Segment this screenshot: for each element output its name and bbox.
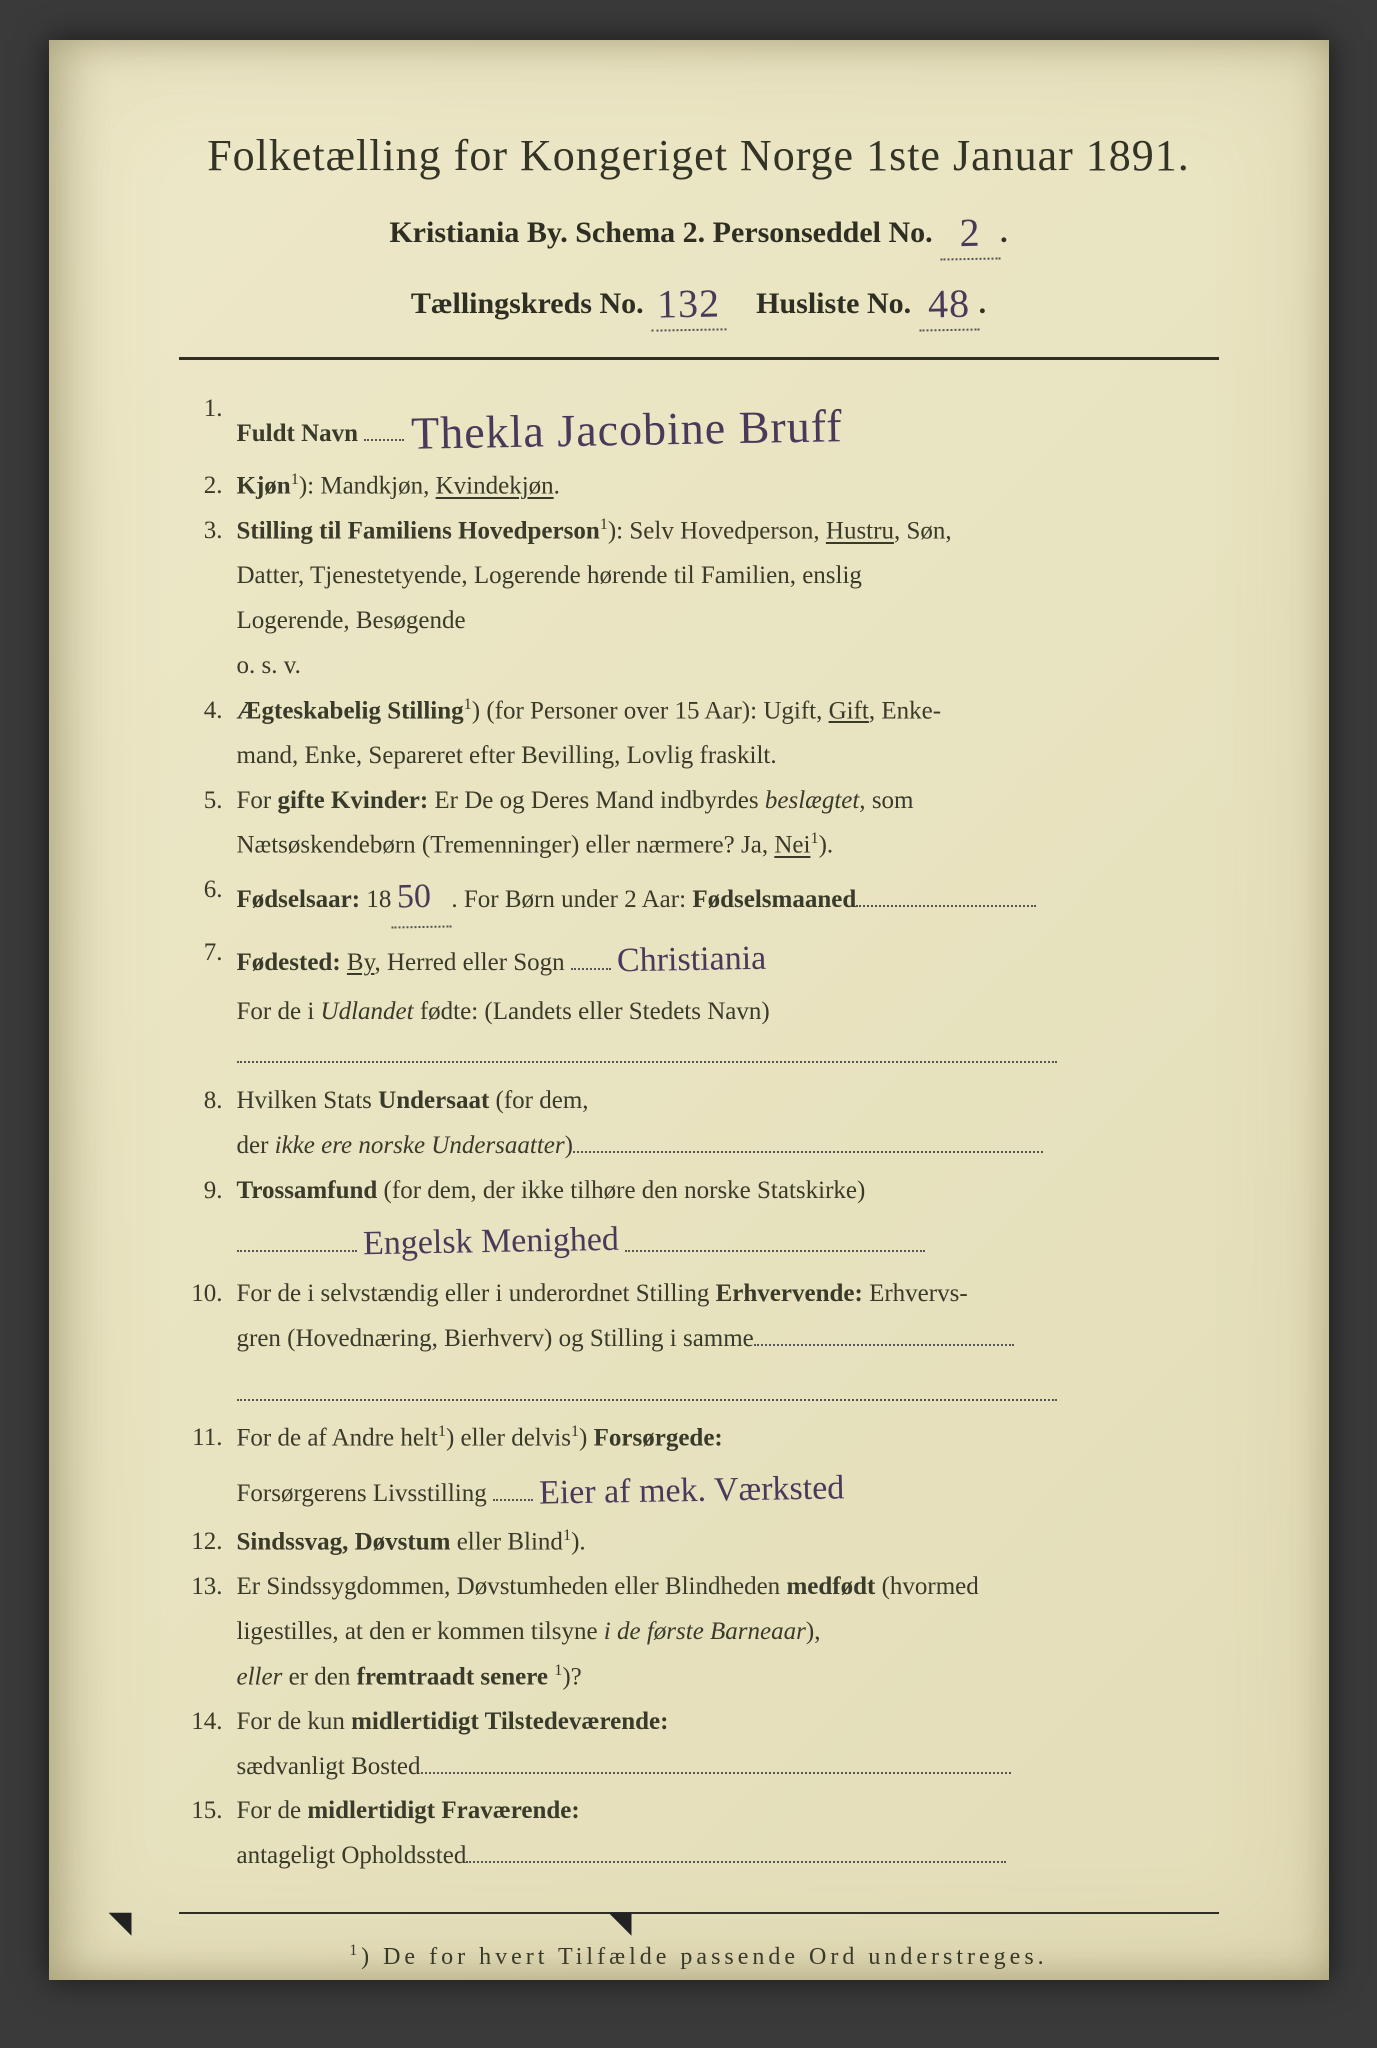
field-num: 6. bbox=[179, 871, 237, 928]
field-3: 3. Stilling til Familiens Hovedperson1):… bbox=[179, 512, 1219, 551]
field-label: Fødselsaar: bbox=[237, 886, 361, 913]
field-num: 10. bbox=[179, 1275, 237, 1314]
field-2: 2. Kjøn1): Mandkjøn, Kvindekjøn. bbox=[179, 467, 1219, 506]
kreds-no: 132 bbox=[651, 279, 727, 331]
nei: Nei bbox=[774, 832, 810, 859]
field-num: 2. bbox=[179, 467, 237, 506]
form-body: 1. Fuldt Navn Thekla Jacobine Bruff 2. K… bbox=[179, 390, 1219, 1876]
footer-rule bbox=[179, 1912, 1219, 1914]
field-15-cont: antageligt Opholdssted bbox=[179, 1837, 1219, 1876]
field-label: midlertidigt Fraværende: bbox=[307, 1797, 579, 1824]
field-4-cont: mand, Enke, Separeret efter Bevilling, L… bbox=[179, 737, 1219, 776]
field-5: 5. For gifte Kvinder: Er De og Deres Man… bbox=[179, 782, 1219, 821]
kvindekjon: Kvindekjøn bbox=[436, 473, 554, 500]
husliste-no: 48 bbox=[918, 279, 979, 331]
field-5-cont: Nætsøskendebørn (Tremenninger) eller nær… bbox=[179, 826, 1219, 865]
fuldt-navn-value: Thekla Jacobine Bruff bbox=[410, 390, 843, 469]
field-14-cont: sædvanligt Bosted bbox=[179, 1748, 1219, 1787]
form-header: Folketælling for Kongeriget Norge 1ste J… bbox=[179, 130, 1219, 327]
field-1: 1. Fuldt Navn Thekla Jacobine Bruff bbox=[179, 390, 1219, 461]
fodested-value: Christiania bbox=[617, 933, 767, 988]
census-form-page: Folketælling for Kongeriget Norge 1ste J… bbox=[49, 40, 1329, 1980]
field-label: gifte Kvinder: bbox=[277, 787, 428, 814]
field-14: 14. For de kun midlertidigt Tilstedevære… bbox=[179, 1703, 1219, 1742]
header-rule bbox=[179, 357, 1219, 360]
field-9-cont: Engelsk Menighed bbox=[179, 1216, 1219, 1269]
field-8-cont: der ikke ere norske Undersaatter) bbox=[179, 1127, 1219, 1166]
field-num: 14. bbox=[179, 1703, 237, 1742]
field-num: 4. bbox=[179, 692, 237, 731]
field-10-dotline bbox=[179, 1375, 1219, 1414]
field-10-cont: gren (Hovednæring, Bierhverv) og Stillin… bbox=[179, 1320, 1219, 1359]
field-7-cont: For de i Udlandet fødte: (Landets eller … bbox=[179, 993, 1219, 1032]
field-num: 3. bbox=[179, 512, 237, 551]
field-13-cont: eller er den fremtraadt senere 1)? bbox=[179, 1658, 1219, 1697]
personseddel-no: 2 bbox=[940, 208, 1001, 260]
field-3-cont: Logerende, Besøgende bbox=[179, 602, 1219, 641]
field-label: Kjøn bbox=[237, 473, 291, 500]
registration-mark-icon: ◥ bbox=[609, 1905, 632, 1940]
fodselsaar: 50 bbox=[391, 871, 452, 929]
field-8: 8. Hvilken Stats Undersaat (for dem, bbox=[179, 1082, 1219, 1121]
field-label: medfødt bbox=[786, 1573, 875, 1600]
field-label: Fuldt Navn bbox=[237, 420, 359, 447]
title-sub: Kristiania By. Schema 2. Personseddel No… bbox=[179, 205, 1219, 256]
field-num: 15. bbox=[179, 1792, 237, 1831]
field-6: 6. Fødselsaar: 1850. For Børn under 2 Aa… bbox=[179, 871, 1219, 928]
title-third: Tællingskreds No. 132 Husliste No. 48. bbox=[179, 276, 1219, 327]
field-7-dotline bbox=[179, 1037, 1219, 1076]
field-label: Ægteskabelig Stilling bbox=[237, 697, 464, 724]
husliste-label: Husliste No. bbox=[756, 287, 911, 320]
registration-mark-icon: ◥ bbox=[109, 1905, 132, 1940]
field-num: 9. bbox=[179, 1172, 237, 1211]
forsorger-value: Eier af mek. Værksted bbox=[539, 1462, 845, 1520]
field-11: 11. For de af Andre helt1) eller delvis1… bbox=[179, 1419, 1219, 1458]
sub-prefix: Kristiania By. Schema 2. Personseddel No… bbox=[389, 216, 932, 249]
footnote: 1) De for hvert Tilfælde passende Ord un… bbox=[179, 1942, 1219, 1971]
field-num: 1. bbox=[179, 390, 237, 461]
field-label: Fødested: bbox=[237, 949, 341, 976]
field-num: 5. bbox=[179, 782, 237, 821]
field-3-cont: Datter, Tjenestetyende, Logerende hørend… bbox=[179, 557, 1219, 596]
trossamfund-value: Engelsk Menighed bbox=[362, 1214, 619, 1271]
field-12: 12. Sindssvag, Døvstum eller Blind1). bbox=[179, 1523, 1219, 1562]
field-label: Undersaat bbox=[378, 1087, 489, 1114]
field-num: 12. bbox=[179, 1523, 237, 1562]
field-10: 10. For de i selvstændig eller i underor… bbox=[179, 1275, 1219, 1314]
field-num: 8. bbox=[179, 1082, 237, 1121]
field-13-cont: ligestilles, at den er kommen tilsyne i … bbox=[179, 1613, 1219, 1652]
field-11-cont: Forsørgerens Livsstilling Eier af mek. V… bbox=[179, 1465, 1219, 1518]
field-4: 4. Ægteskabelig Stilling1) (for Personer… bbox=[179, 692, 1219, 731]
field-num: 11. bbox=[179, 1419, 237, 1458]
field-15: 15. For de midlertidigt Fraværende: bbox=[179, 1792, 1219, 1831]
field-label: Sindssvag, Døvstum bbox=[237, 1529, 451, 1556]
title-main: Folketælling for Kongeriget Norge 1ste J… bbox=[179, 130, 1219, 181]
gift: Gift bbox=[829, 697, 869, 724]
hustru: Hustru bbox=[826, 518, 894, 545]
field-label: Stilling til Familiens Hovedperson bbox=[237, 518, 600, 545]
field-7: 7. Fødested: By, Herred eller Sogn Chris… bbox=[179, 934, 1219, 987]
by: By bbox=[347, 949, 375, 976]
field-9: 9. Trossamfund (for dem, der ikke tilhør… bbox=[179, 1172, 1219, 1211]
field-label: Forsørgede: bbox=[594, 1425, 723, 1452]
field-num: 13. bbox=[179, 1568, 237, 1607]
field-label: midlertidigt Tilstedeværende: bbox=[351, 1708, 668, 1735]
field-13: 13. Er Sindssygdommen, Døvstumheden elle… bbox=[179, 1568, 1219, 1607]
field-3-cont: o. s. v. bbox=[179, 647, 1219, 686]
field-num: 7. bbox=[179, 934, 237, 987]
field-label: Trossamfund bbox=[237, 1177, 378, 1204]
field-label: Erhvervende: bbox=[716, 1280, 863, 1307]
kreds-label: Tællingskreds No. bbox=[411, 287, 644, 320]
